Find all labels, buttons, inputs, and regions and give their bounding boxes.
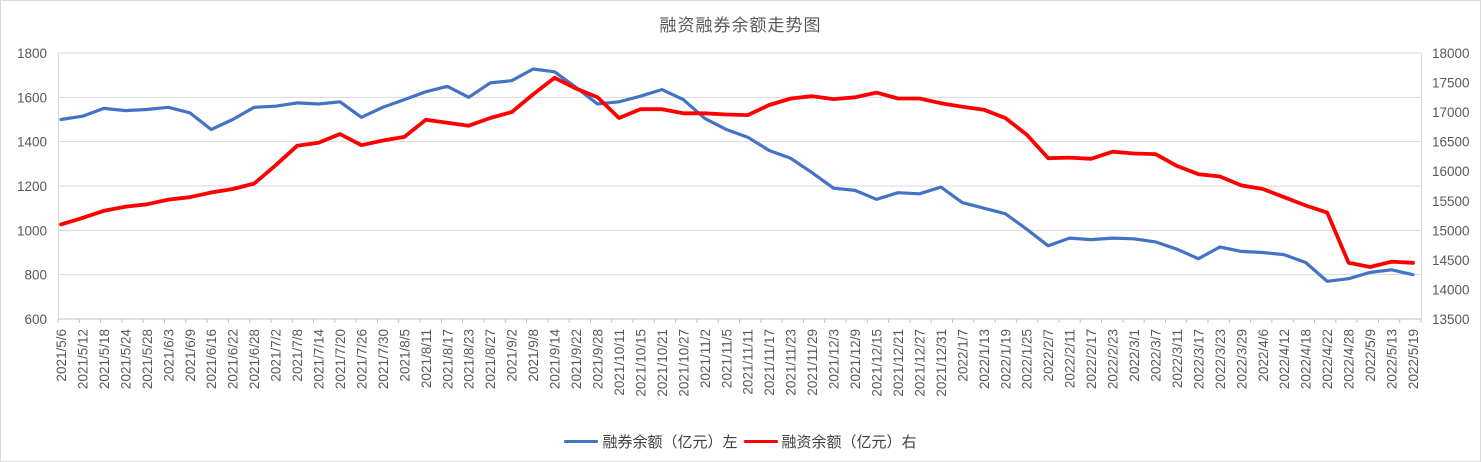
x-axis-label: 2021/12/3 [827,329,842,389]
x-axis-label: 2021/12/15 [869,329,884,397]
x-axis-label: 2021/6/22 [226,329,241,389]
legend-item-rongzi[interactable]: 融资余额（亿元）右 [743,431,917,452]
x-axis-label: 2021/8/17 [440,329,455,389]
x-axis-label: 2021/10/27 [676,329,691,397]
y-axis-label-right: 16000 [1432,164,1470,179]
y-axis-label-right: 14500 [1432,253,1470,268]
series-line-rongzi[interactable] [59,75,1415,269]
x-axis-label: 2022/4/28 [1342,329,1357,389]
x-axis-label: 2021/5/12 [75,329,90,389]
x-axis-label: 2022/2/23 [1106,329,1121,389]
x-axis-label: 2021/11/2 [698,329,713,388]
x-axis-label: 2021/7/14 [312,329,327,390]
x-axis-label: 2022/5/9 [1363,329,1378,382]
y-axis-label-left: 1400 [17,135,47,150]
x-axis-label: 2022/3/11 [1170,329,1185,388]
x-axis-label: 2021/5/24 [118,329,133,390]
x-axis-label: 2022/1/7 [955,329,970,382]
x-axis-label: 2021/8/23 [462,329,477,389]
chart-title: 融资融券余额走势图 [659,16,822,35]
y-axis-label-left: 1000 [17,223,47,238]
x-axis-label: 2021/8/27 [483,329,498,389]
x-axis-label: 2021/6/16 [204,329,219,389]
x-axis-label: 2021/7/2 [269,329,284,382]
x-axis-label: 2021/7/8 [290,329,305,382]
y-axis-label-left: 800 [24,268,47,283]
y-axis-label-right: 17500 [1432,76,1470,91]
y-axis-label-right: 17000 [1432,105,1470,120]
x-axis-label: 2021/5/6 [54,329,69,382]
x-axis-label: 2021/7/30 [376,329,391,389]
x-axis-label: 2022/1/25 [1020,329,1035,389]
legend-item-rongquan[interactable]: 融券余额（亿元）左 [564,431,738,452]
series-line-rongquan[interactable] [59,67,1415,283]
x-axis-label: 2021/11/17 [762,329,777,396]
y-axis-label-right: 15500 [1432,194,1470,209]
x-axis-label: 2022/3/23 [1213,329,1228,389]
x-axis-label: 2022/2/17 [1084,329,1099,389]
x-axis-label: 2021/6/3 [161,329,176,382]
x-axis-label: 2021/12/31 [934,329,949,397]
legend-label-rongquan: 融券余额（亿元）左 [602,434,738,451]
x-axis-label: 2021/6/9 [183,329,198,382]
y-axis-label-right: 14000 [1432,282,1470,297]
x-axis-label: 2021/12/9 [848,329,863,389]
x-axis-label: 2021/9/28 [591,329,606,389]
y-axis-label-left: 600 [24,312,47,327]
legend-label-rongzi: 融资余额（亿元）右 [781,434,917,451]
x-axis-label: 2021/9/8 [526,329,541,382]
x-axis-label: 2021/8/5 [397,329,412,382]
x-axis-label: 2022/2/11 [1063,329,1078,388]
legend-line-red-icon [743,440,778,443]
x-axis-label: 2022/5/13 [1385,329,1400,389]
x-axis-label: 2021/11/11 [741,329,756,395]
x-axis-label: 2021/5/18 [97,329,112,389]
x-axis-label: 2021/12/27 [912,329,927,397]
x-axis-label: 2021/5/28 [140,329,155,389]
x-axis-label: 2021/10/21 [655,329,670,397]
x-axis-label: 2021/12/21 [891,329,906,397]
legend: 融券余额（亿元）左 融资余额（亿元）右 [1,431,1480,452]
x-axis-label: 2021/7/20 [333,329,348,389]
x-axis-label: 2022/4/22 [1320,329,1335,389]
y-axis-label-right: 13500 [1432,312,1470,327]
x-axis-label: 2022/2/7 [1041,329,1056,382]
x-axis-label: 2021/9/14 [548,329,563,390]
y-axis-label-left: 1800 [17,46,47,61]
x-axis-label: 2022/5/19 [1406,329,1421,389]
x-axis-label: 2021/10/15 [633,329,648,397]
legend-line-blue-icon [564,440,599,443]
x-axis-label: 2022/1/13 [977,329,992,389]
x-axis-label: 2021/11/29 [805,329,820,396]
x-axis-label: 2021/11/5 [719,329,734,388]
x-axis-label: 2021/11/23 [784,329,799,396]
x-axis-label: 2021/6/28 [247,329,262,389]
x-axis-label: 2022/4/18 [1299,329,1314,389]
y-axis-label-left: 1600 [17,90,47,105]
x-axis-label: 2021/9/22 [569,329,584,389]
x-axis-label: 2022/1/19 [998,329,1013,389]
x-axis-label: 2022/4/6 [1256,329,1271,382]
x-axis-label: 2022/4/12 [1277,329,1292,389]
y-axis-label-right: 16500 [1432,135,1470,150]
y-axis-label-right: 18000 [1432,46,1470,61]
x-axis-label: 2022/3/17 [1191,329,1206,389]
x-axis-label: 2021/10/11 [612,329,627,396]
x-axis-label: 2022/3/7 [1148,329,1163,382]
y-axis-label-right: 15000 [1432,223,1470,238]
x-axis-label: 2021/8/11 [419,329,434,388]
x-axis-label: 2021/7/26 [354,329,369,389]
x-axis-label: 2021/9/2 [505,329,520,382]
x-axis-label: 2022/3/1 [1127,329,1142,382]
y-axis-label-left: 1200 [17,179,47,194]
x-axis-label: 2022/3/29 [1234,329,1249,389]
